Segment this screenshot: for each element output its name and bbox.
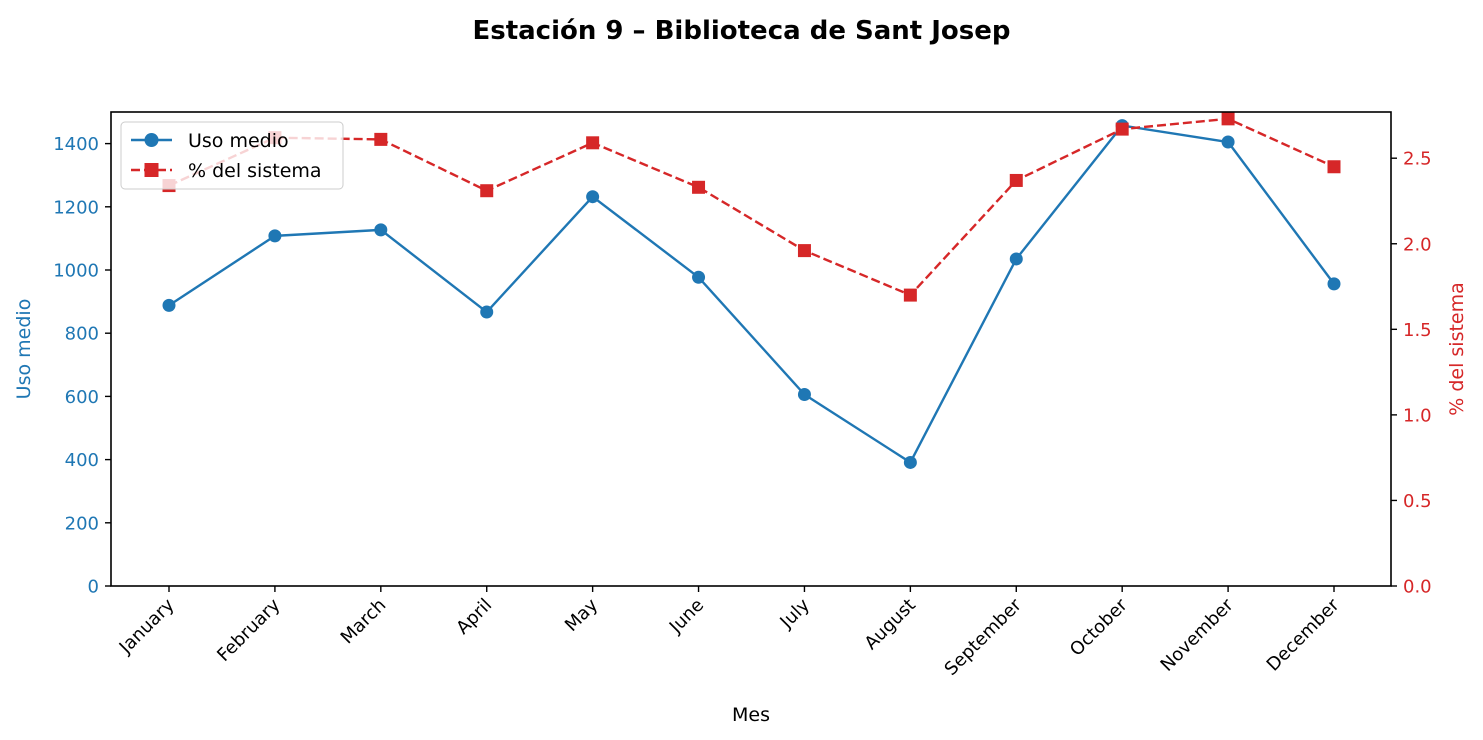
data-point-uso-medio bbox=[1221, 135, 1235, 149]
data-point-uso-medio bbox=[586, 190, 600, 204]
legend: Uso medio % del sistema bbox=[120, 121, 344, 190]
right-y-tick-label: 2.5 bbox=[1403, 149, 1432, 170]
right-y-tick-label: 1.0 bbox=[1403, 405, 1432, 426]
x-axis-label: Mes bbox=[732, 704, 770, 726]
data-point-pct-sistema bbox=[1221, 112, 1235, 126]
legend-box bbox=[120, 121, 344, 190]
data-point-uso-medio bbox=[162, 298, 176, 312]
right-y-tick-label: 1.5 bbox=[1403, 320, 1432, 341]
left-y-tick-label: 1000 bbox=[53, 261, 99, 282]
x-tick-label: December bbox=[1263, 594, 1344, 675]
data-point-uso-medio bbox=[1009, 252, 1023, 266]
left-y-axis: 0 200 400 600 800 1000 1200 1400 bbox=[53, 134, 111, 598]
chart-title: Estación 9 – Biblioteca de Sant Josep bbox=[472, 16, 1010, 46]
series-line-uso-medio bbox=[168, 124, 1335, 464]
right-y-tick-label: 0.0 bbox=[1403, 577, 1432, 598]
left-y-axis-label: Uso medio bbox=[13, 299, 35, 400]
data-point-pct-sistema bbox=[1115, 122, 1129, 136]
data-point-uso-medio bbox=[1327, 277, 1341, 291]
x-tick-label: November bbox=[1157, 594, 1238, 675]
data-point-pct-sistema bbox=[1009, 173, 1023, 187]
data-point-pct-sistema bbox=[586, 136, 600, 150]
x-tick-label: October bbox=[1066, 594, 1132, 660]
x-tick-label: July bbox=[776, 594, 815, 633]
data-point-uso-medio bbox=[903, 455, 917, 469]
left-y-tick-label: 1400 bbox=[53, 134, 99, 155]
data-point-pct-sistema bbox=[374, 132, 388, 146]
x-tick-label: September bbox=[941, 594, 1027, 680]
x-tick-label: August bbox=[861, 595, 920, 654]
data-point-pct-sistema bbox=[692, 180, 706, 194]
data-point-pct-sistema bbox=[797, 244, 811, 258]
x-tick-label: June bbox=[665, 595, 708, 638]
x-tick-label: April bbox=[452, 595, 496, 639]
x-tick-label: March bbox=[337, 595, 391, 649]
x-axis: January February March April May June July Augu… bbox=[115, 586, 1344, 680]
data-point-pct-sistema bbox=[1327, 160, 1341, 174]
right-y-axis-label: % del sistema bbox=[1446, 282, 1468, 416]
left-y-tick-label: 1200 bbox=[53, 197, 99, 218]
left-y-tick-label: 800 bbox=[65, 324, 99, 345]
x-tick-label: February bbox=[213, 594, 284, 665]
series-line-pct-sistema bbox=[168, 117, 1335, 297]
legend-marker-uso-medio bbox=[144, 133, 159, 147]
data-point-uso-medio bbox=[374, 223, 388, 237]
legend-marker-pct-sistema bbox=[144, 163, 159, 177]
data-point-uso-medio bbox=[692, 270, 706, 284]
x-tick-label: January bbox=[115, 594, 179, 658]
left-y-tick-label: 600 bbox=[65, 387, 99, 408]
right-y-axis: 0.0 0.5 1.0 1.5 2.0 2.5 bbox=[1391, 149, 1432, 598]
data-point-uso-medio bbox=[797, 388, 811, 402]
left-y-tick-label: 400 bbox=[65, 450, 99, 471]
legend-label-uso-medio: Uso medio bbox=[188, 130, 289, 152]
right-y-tick-label: 0.5 bbox=[1403, 491, 1432, 512]
data-point-uso-medio bbox=[480, 305, 494, 319]
left-y-tick-label: 0 bbox=[88, 577, 99, 598]
plot-area-frame bbox=[110, 111, 1392, 587]
data-point-pct-sistema bbox=[480, 184, 494, 198]
x-tick-label: May bbox=[561, 594, 602, 635]
data-point-pct-sistema bbox=[903, 288, 917, 302]
left-y-tick-label: 200 bbox=[65, 513, 99, 534]
legend-label-pct-sistema: % del sistema bbox=[188, 160, 322, 182]
right-y-tick-label: 2.0 bbox=[1403, 234, 1432, 255]
data-point-uso-medio bbox=[268, 229, 282, 243]
